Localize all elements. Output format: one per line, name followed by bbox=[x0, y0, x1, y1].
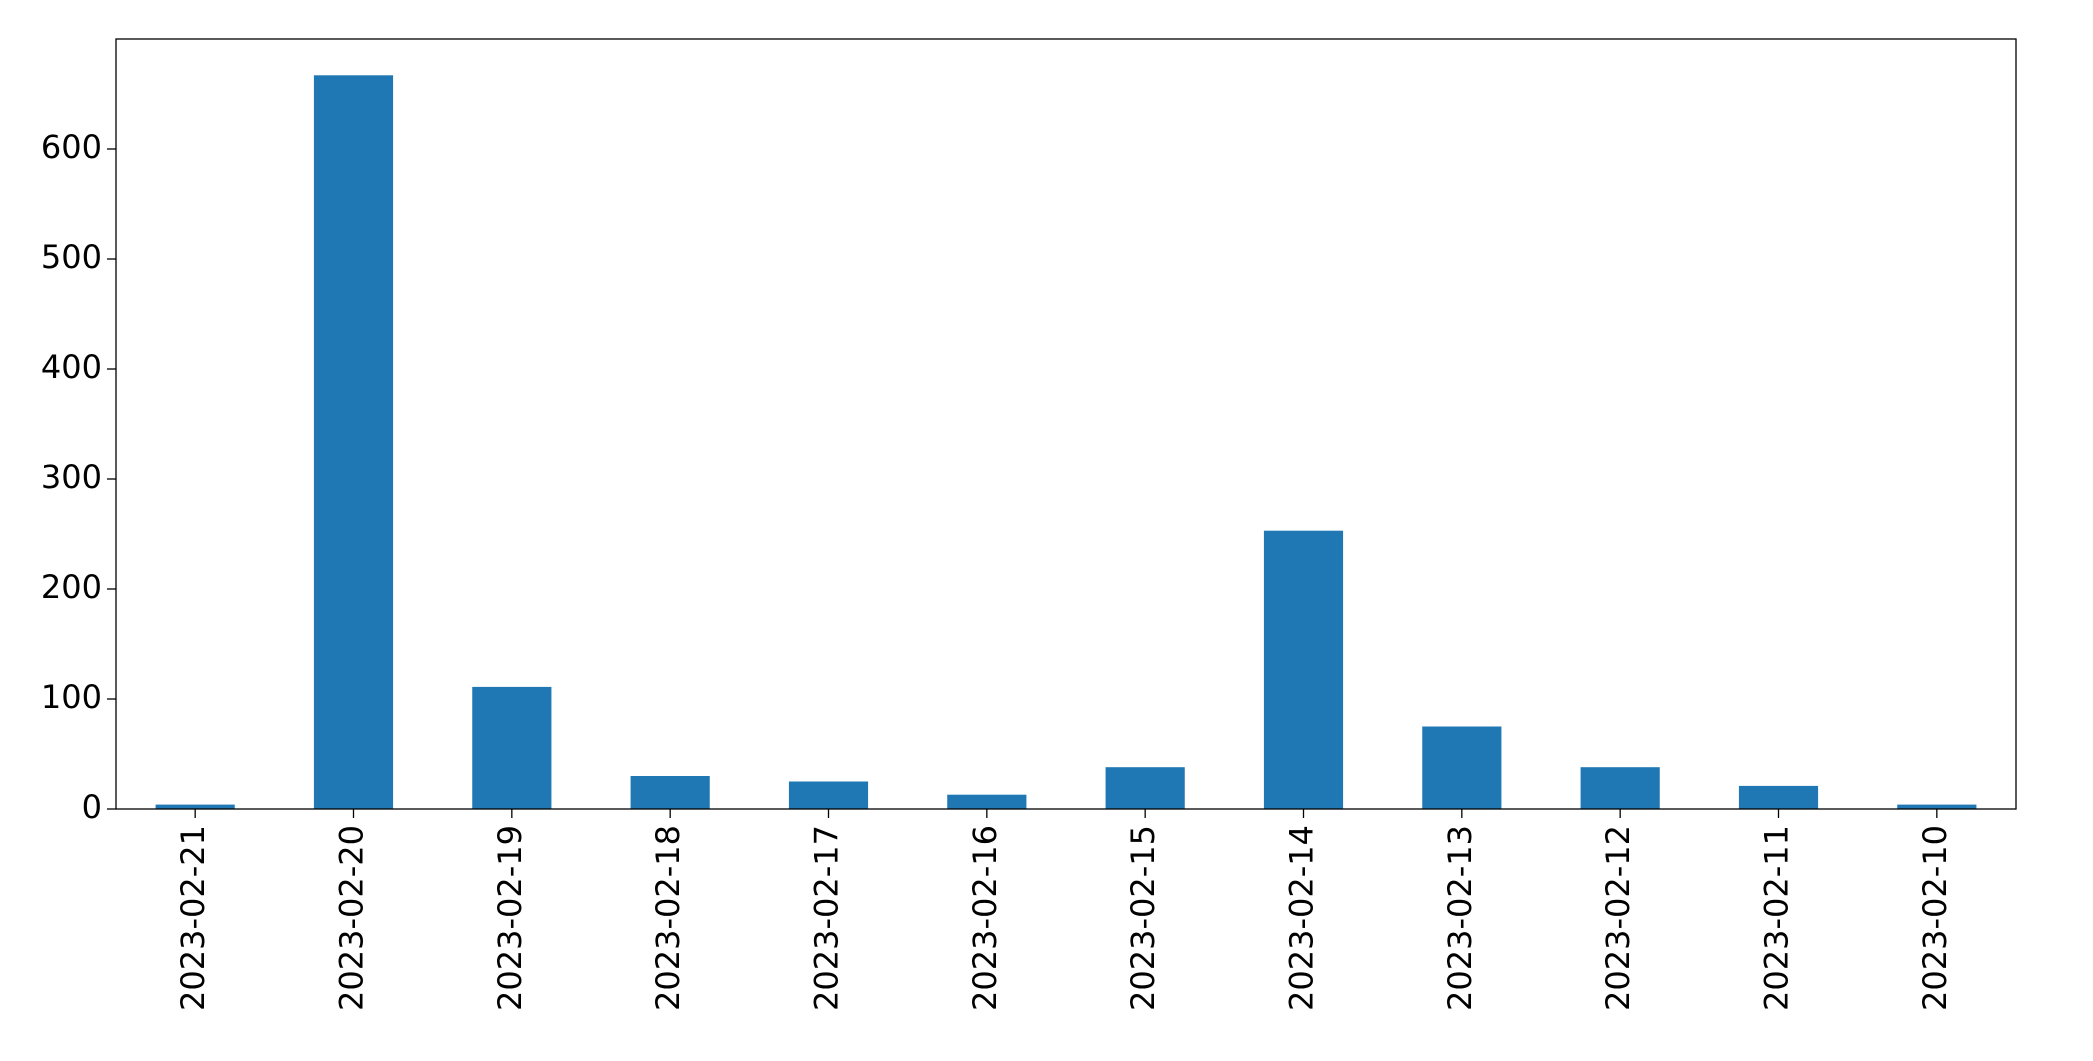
bar bbox=[788, 781, 869, 809]
x-tick-label: 2023-02-19 bbox=[491, 825, 529, 1011]
y-tick-label: 400 bbox=[41, 348, 102, 386]
bar bbox=[313, 75, 394, 810]
bar bbox=[1263, 530, 1344, 809]
x-tick-label: 2023-02-13 bbox=[1441, 825, 1479, 1011]
y-tick-label: 600 bbox=[41, 128, 102, 166]
bar bbox=[155, 804, 235, 809]
bar bbox=[947, 794, 1027, 809]
x-tick-label: 2023-02-11 bbox=[1758, 825, 1796, 1011]
x-tick-label: 2023-02-16 bbox=[966, 825, 1004, 1011]
x-tick-label: 2023-02-17 bbox=[808, 825, 846, 1011]
y-tick-label: 0 bbox=[82, 788, 102, 826]
bar bbox=[1580, 767, 1660, 809]
x-tick-label: 2023-02-15 bbox=[1124, 825, 1162, 1011]
x-tick-label: 2023-02-14 bbox=[1283, 825, 1321, 1011]
y-tick-label: 500 bbox=[41, 238, 102, 276]
y-tick-label: 100 bbox=[41, 678, 102, 716]
bar bbox=[1738, 785, 1819, 809]
bar bbox=[630, 776, 710, 809]
x-tick-label: 2023-02-18 bbox=[649, 825, 687, 1011]
x-tick-label: 2023-02-21 bbox=[174, 825, 212, 1011]
bar bbox=[472, 686, 552, 809]
y-tick-label: 200 bbox=[41, 568, 102, 606]
y-tick-label: 300 bbox=[41, 458, 102, 496]
x-tick-label: 2023-02-10 bbox=[1916, 825, 1954, 1011]
plot-frame bbox=[115, 38, 2017, 810]
bar bbox=[1897, 804, 1977, 809]
x-tick-label: 2023-02-20 bbox=[333, 825, 371, 1011]
bar bbox=[1105, 767, 1185, 809]
bar bbox=[1422, 726, 1502, 809]
x-tick-label: 2023-02-12 bbox=[1599, 825, 1637, 1011]
